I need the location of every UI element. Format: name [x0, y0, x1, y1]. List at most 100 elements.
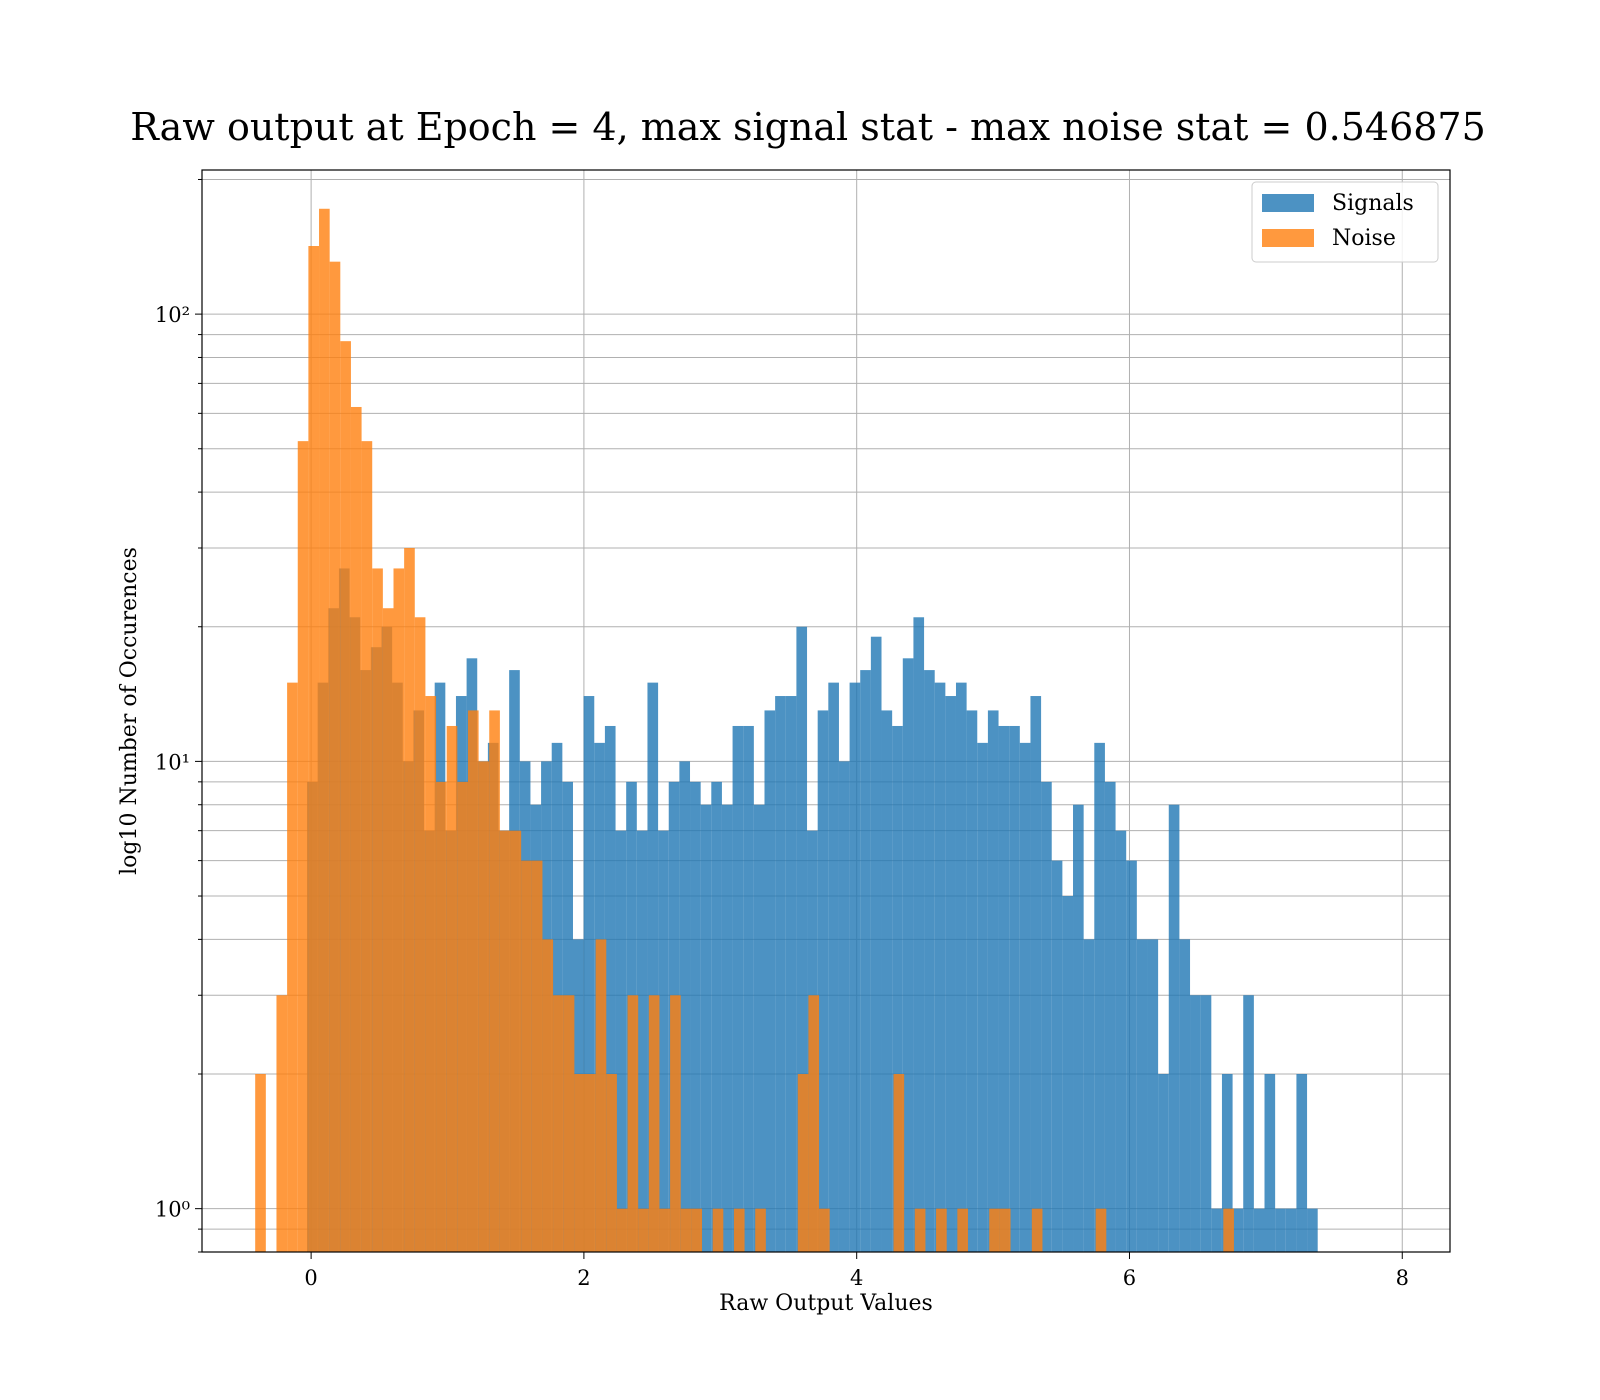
bar-signals	[1051, 860, 1063, 1252]
bar-noise	[712, 1208, 724, 1252]
bar-noise	[797, 1074, 809, 1252]
bar-noise	[893, 1074, 905, 1252]
bar-signals	[700, 804, 712, 1252]
bar-noise	[595, 939, 607, 1252]
bar-noise	[914, 1208, 926, 1252]
bar-noise	[542, 939, 554, 1252]
bar-noise	[733, 1208, 745, 1252]
bar-signals	[785, 696, 797, 1252]
bar-signals	[998, 725, 1010, 1252]
bar-noise	[457, 781, 468, 1252]
bar-noise	[350, 406, 362, 1253]
bar-noise	[648, 995, 660, 1252]
bar-signals	[934, 682, 946, 1252]
legend-label-noise: Noise	[1332, 226, 1396, 251]
bar-noise	[393, 568, 405, 1252]
legend: Signals Noise	[1251, 181, 1439, 263]
bar-noise	[563, 995, 575, 1252]
bar-signals	[743, 725, 754, 1252]
bar-signals	[1232, 1208, 1244, 1252]
bar-noise	[1095, 1208, 1107, 1252]
bar-signals	[721, 804, 733, 1252]
bar-signals	[1041, 781, 1052, 1252]
bar-noise	[521, 860, 532, 1252]
bar-signals	[1179, 939, 1191, 1252]
bar-noise	[755, 1208, 766, 1252]
bar-signals	[1083, 939, 1095, 1252]
bar-noise	[553, 995, 564, 1252]
bar-noise	[691, 1208, 703, 1252]
bar-signals	[1168, 804, 1180, 1252]
axis-ticks: 0 2 4 6 8 10⁰ 10¹ 10²	[155, 178, 1409, 1290]
y-tick-label: 10²	[155, 303, 190, 327]
bar-noise	[372, 568, 383, 1252]
bar-signals	[636, 830, 648, 1252]
bar-signals	[1158, 1074, 1169, 1252]
bar-signals	[1136, 939, 1148, 1252]
bar-signals	[913, 617, 925, 1252]
bar-signals	[1126, 860, 1137, 1252]
plot-frame	[201, 169, 1451, 1253]
bar-signals	[1200, 995, 1212, 1252]
bar-noise	[329, 261, 341, 1252]
bar-noise	[478, 761, 490, 1252]
bar-noise	[584, 1074, 596, 1252]
bar-signals	[615, 830, 627, 1252]
bar-signals	[711, 781, 722, 1252]
x-tick-label: 2	[577, 1266, 590, 1290]
bar-signals	[1296, 1074, 1308, 1252]
bar-signals	[647, 682, 659, 1252]
bar-signals	[966, 710, 978, 1252]
bar-noise	[340, 341, 351, 1252]
bar-noise	[489, 710, 500, 1252]
bar-noise	[499, 830, 511, 1252]
bar-noise	[255, 1074, 266, 1252]
bar-signals	[1019, 742, 1031, 1252]
bar-noise	[361, 441, 373, 1252]
y-axis-label: log10 Number of Occurences	[117, 547, 142, 875]
bar-noise	[425, 696, 437, 1252]
histogram-bars	[255, 208, 1318, 1253]
bar-signals	[1264, 1074, 1276, 1252]
bar-signals	[1062, 896, 1074, 1252]
bar-noise	[382, 608, 394, 1252]
bar-noise	[287, 682, 298, 1252]
chart-title: Raw output at Epoch = 4, max signal stat…	[130, 105, 1486, 149]
bar-noise	[319, 208, 330, 1252]
bar-noise	[446, 725, 458, 1252]
bar-signals	[860, 670, 871, 1252]
bar-signals	[1221, 1074, 1233, 1252]
bar-signals	[1253, 1208, 1265, 1252]
bar-noise	[638, 1208, 649, 1252]
bar-noise	[510, 830, 522, 1252]
bar-noise	[616, 1208, 628, 1252]
legend-swatch-signals	[1262, 194, 1314, 212]
bar-signals	[690, 781, 701, 1252]
y-tick-label: 10¹	[155, 750, 190, 774]
bar-signals	[987, 710, 999, 1252]
x-tick-label: 4	[850, 1266, 863, 1290]
bar-signals	[604, 725, 616, 1252]
bar-noise	[414, 617, 426, 1252]
bar-noise	[467, 710, 479, 1252]
bar-signals	[1243, 995, 1254, 1252]
bar-noise	[627, 995, 639, 1252]
bar-signals	[1147, 939, 1159, 1252]
bar-signals	[764, 710, 776, 1252]
bar-noise	[659, 1208, 671, 1252]
bar-noise	[276, 995, 288, 1252]
bar-signals	[1275, 1208, 1286, 1252]
x-tick-label: 0	[304, 1266, 317, 1290]
bar-noise	[436, 781, 447, 1252]
bar-noise	[404, 547, 415, 1252]
bar-signals	[902, 658, 914, 1252]
bar-noise	[1031, 1208, 1043, 1252]
bar-signals	[1285, 1208, 1297, 1252]
bar-signals	[796, 626, 808, 1252]
bar-signals	[838, 761, 850, 1252]
bar-noise	[308, 246, 320, 1252]
bar-noise	[297, 441, 309, 1252]
bar-noise	[606, 1074, 617, 1252]
bar-signals	[1009, 725, 1020, 1252]
